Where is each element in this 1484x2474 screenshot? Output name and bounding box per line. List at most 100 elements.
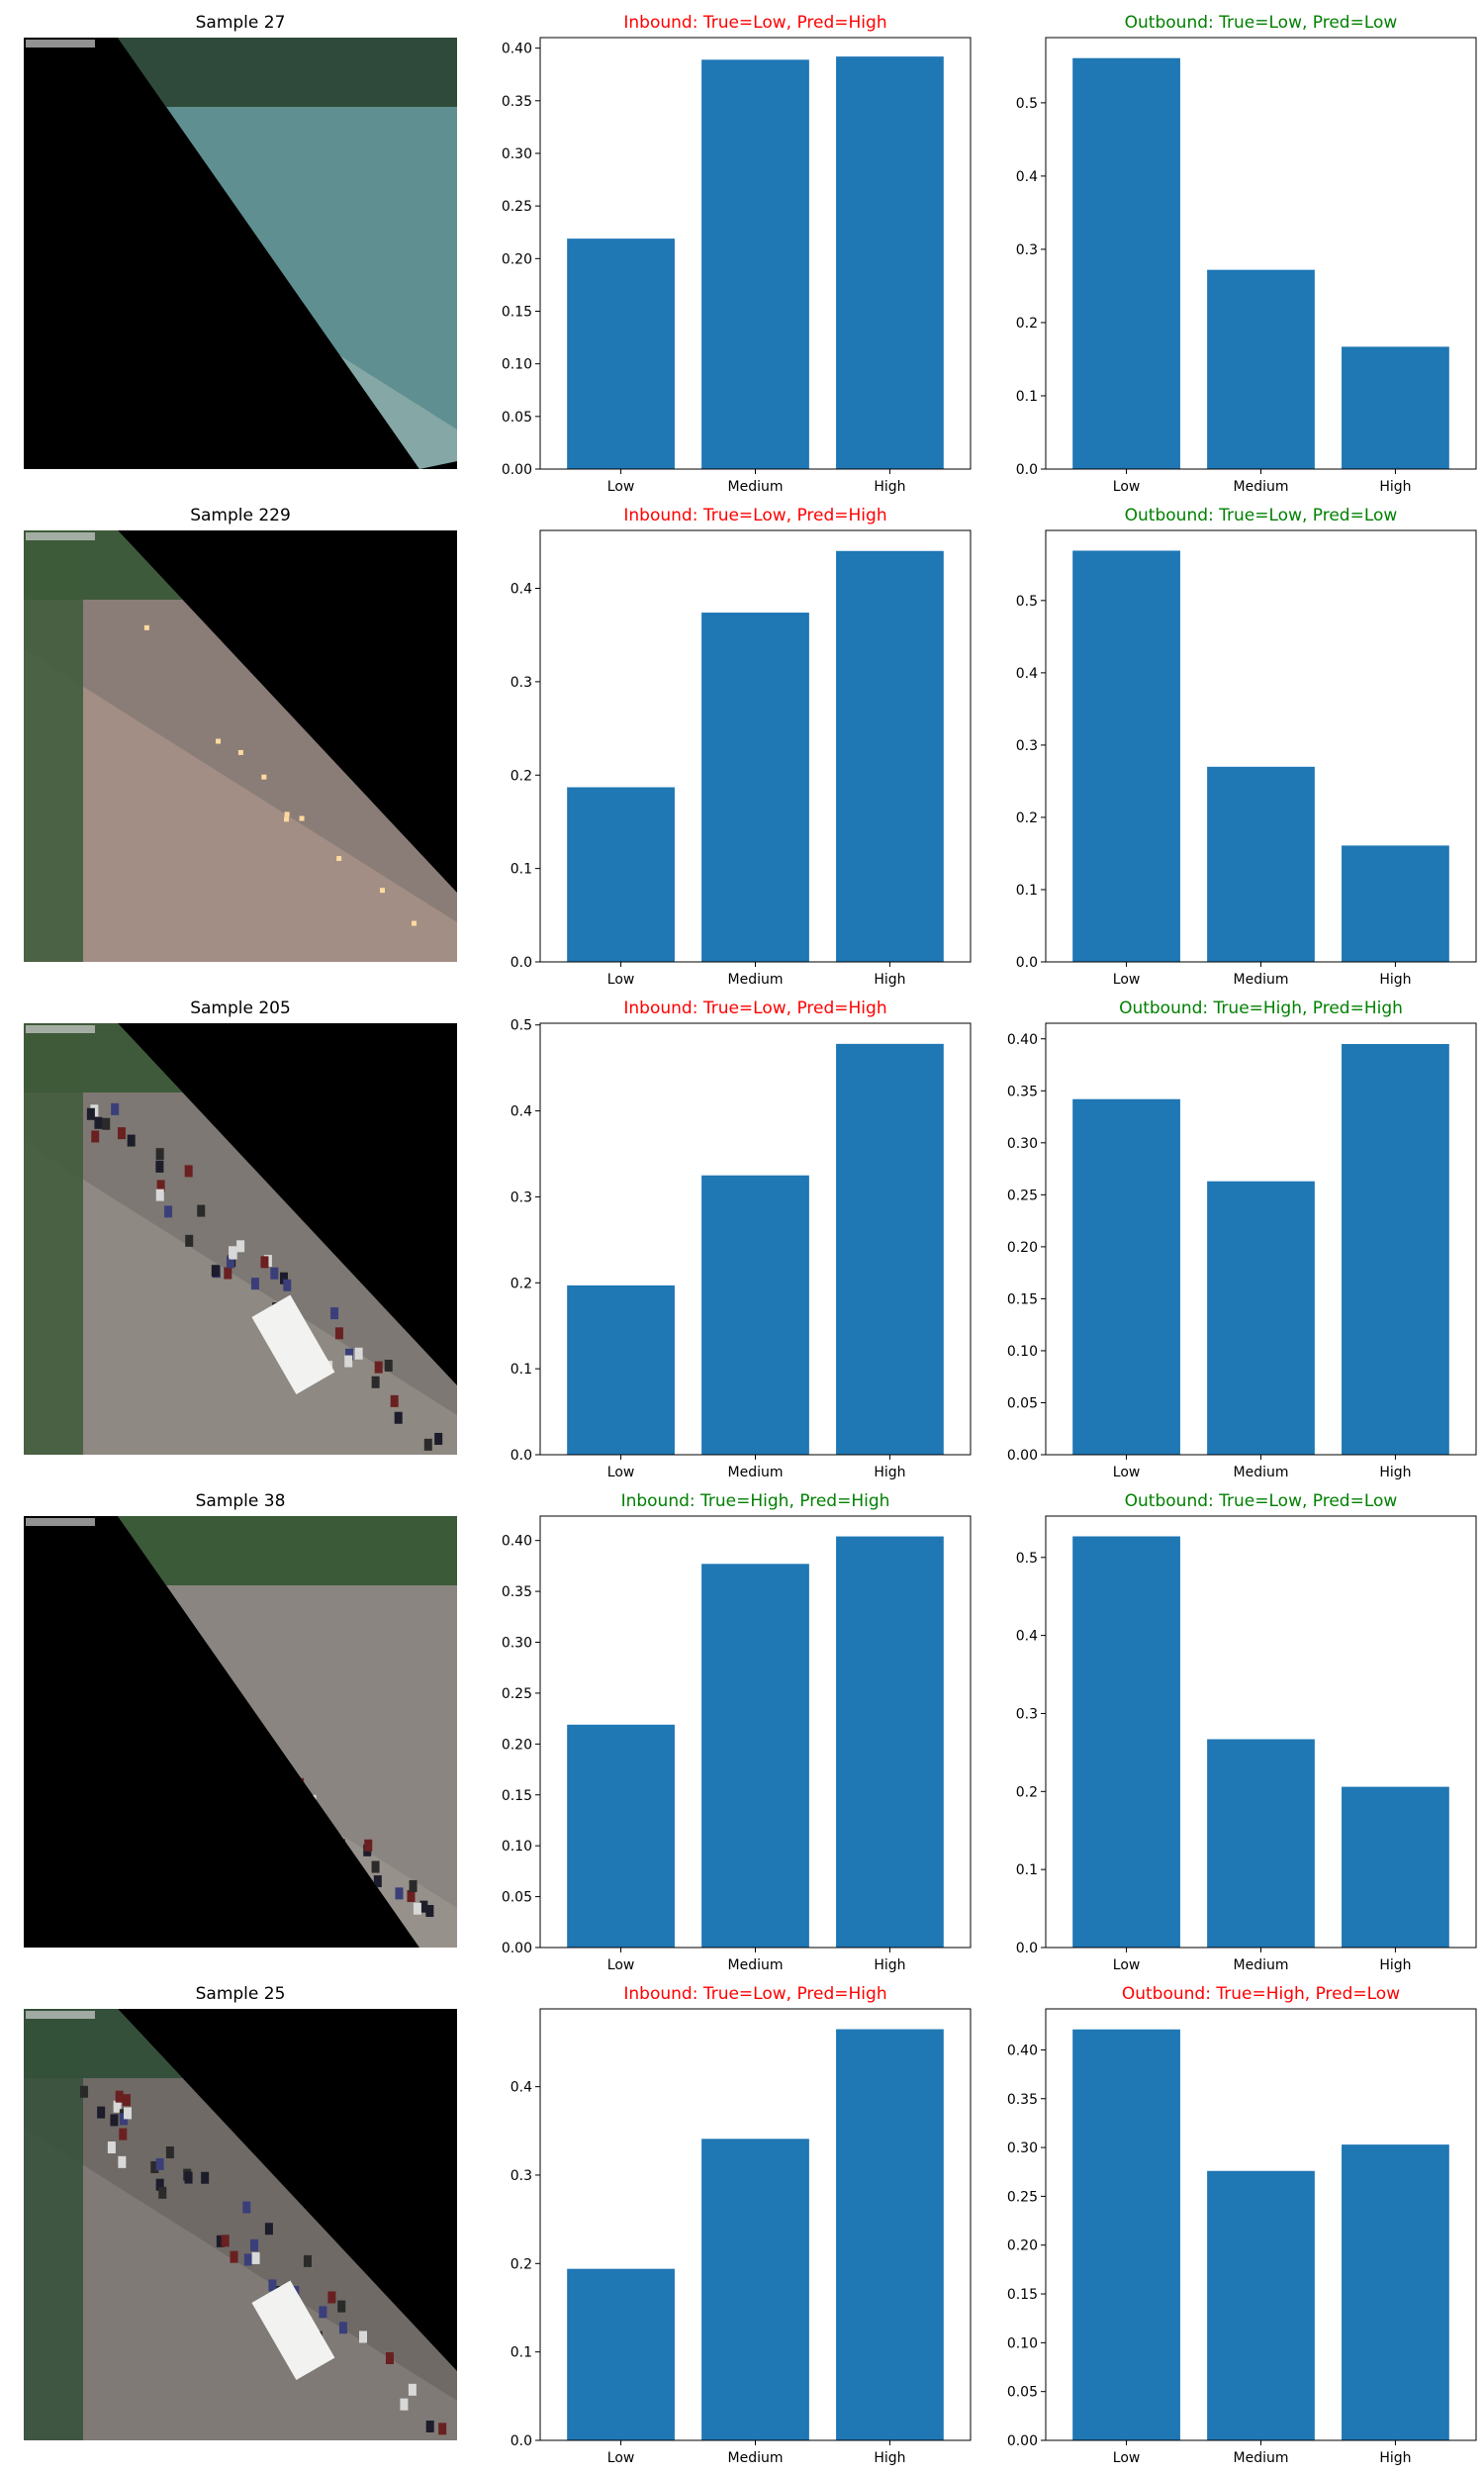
vehicle-mark bbox=[242, 2201, 251, 2214]
vehicle-mark bbox=[165, 2146, 174, 2159]
vehicle-mark bbox=[390, 1394, 399, 1407]
bar-high bbox=[1342, 845, 1449, 962]
x-tick-label: Low bbox=[607, 2450, 635, 2466]
bar-low bbox=[567, 238, 675, 469]
vehicle-mark bbox=[364, 1839, 373, 1852]
chart-title: Outbound: True=High, Pred=Low bbox=[1122, 1984, 1400, 2004]
camera-label-strip bbox=[26, 1025, 95, 1033]
camera-frame-image bbox=[24, 1023, 457, 1455]
bar-low bbox=[1072, 2029, 1180, 2440]
y-tick-label: 0.4 bbox=[1016, 1629, 1038, 1645]
vehicle-mark bbox=[264, 2223, 273, 2236]
vehicle-mark bbox=[107, 2141, 116, 2153]
x-tick-label: High bbox=[874, 479, 905, 495]
lane-area bbox=[24, 1142, 457, 1455]
vehicle-mark bbox=[407, 1890, 416, 1903]
vehicle-mark bbox=[268, 2279, 277, 2292]
y-tick-label: 0.25 bbox=[1007, 1188, 1038, 1203]
y-tick-label: 0.00 bbox=[502, 1941, 532, 1956]
x-tick-label: High bbox=[874, 1465, 905, 1480]
vehicle-mark bbox=[201, 2171, 210, 2184]
camera-label-strip bbox=[26, 532, 95, 540]
x-tick-label: Medium bbox=[1234, 479, 1289, 495]
y-tick-label: 0.5 bbox=[1016, 594, 1038, 610]
outbound-chart: Outbound: True=Low, Pred=Low 0.0 0.1 0.2 0.3… bbox=[1016, 506, 1477, 988]
vehicle-mark bbox=[344, 1355, 353, 1368]
sample-row: Sample 25 Inbound: True=Low, Pred=High 0.0… bbox=[24, 1984, 1477, 2466]
vehicle-mark bbox=[373, 1875, 382, 1888]
bar-low bbox=[567, 2268, 675, 2440]
outbound-chart: Outbound: True=Low, Pred=Low 0.0 0.1 0.2 0.3… bbox=[1016, 1491, 1477, 1973]
y-tick-label: 0.10 bbox=[502, 357, 532, 373]
vehicle-mark bbox=[425, 1905, 434, 1918]
tree-column bbox=[24, 2009, 83, 2440]
y-tick-label: 0.00 bbox=[1007, 1448, 1038, 1464]
tree-band bbox=[118, 38, 457, 107]
vehicle-mark bbox=[156, 1180, 165, 1192]
vehicle-mark bbox=[79, 2085, 88, 2098]
camera-label-strip bbox=[26, 2011, 95, 2019]
inbound-chart: Inbound: True=Low, Pred=High 0.0 0.1 0.2 0.3… bbox=[510, 506, 972, 988]
y-tick-label: 0.2 bbox=[1016, 316, 1038, 332]
vehicle-mark bbox=[359, 2331, 368, 2343]
vehicle-mark bbox=[354, 1347, 363, 1360]
chart-title: Outbound: True=Low, Pred=Low bbox=[1125, 506, 1398, 525]
bar-low bbox=[1072, 1098, 1180, 1455]
outbound-chart: Outbound: True=High, Pred=High 0.00 0.05 0.… bbox=[1007, 999, 1477, 1480]
bar-medium bbox=[701, 1564, 809, 1948]
sample-row: Sample 27 Inbound: True=Low, Pred=High 0.0… bbox=[24, 13, 1477, 495]
bar-high bbox=[1342, 346, 1449, 469]
vehicle-mark bbox=[330, 1307, 339, 1320]
vehicle-mark bbox=[229, 1246, 237, 1259]
vehicle-mark bbox=[197, 1204, 206, 1217]
y-tick-label: 0.4 bbox=[510, 582, 532, 598]
vehicle-mark bbox=[345, 1348, 354, 1361]
vehicle-mark bbox=[158, 2186, 167, 2199]
x-tick-label: Medium bbox=[728, 972, 784, 988]
x-tick-label: Medium bbox=[1234, 972, 1289, 988]
vehicle-mark bbox=[102, 1117, 111, 1130]
x-tick-label: Low bbox=[1113, 1465, 1141, 1480]
y-tick-label: 0.10 bbox=[1007, 1344, 1038, 1360]
vehicle-mark bbox=[409, 1879, 417, 1892]
bar-low bbox=[567, 1724, 675, 1948]
tree-column bbox=[24, 1023, 83, 1455]
y-tick-label: 0.40 bbox=[502, 42, 532, 57]
y-tick-label: 0.15 bbox=[502, 1788, 532, 1804]
camera-label-strip bbox=[26, 40, 95, 48]
x-tick-label: High bbox=[874, 1957, 905, 1973]
inbound-chart: Inbound: True=Low, Pred=High 0.00 0.05 0.10… bbox=[502, 13, 972, 495]
bar-low bbox=[1072, 550, 1180, 962]
x-tick-label: Medium bbox=[728, 1465, 784, 1480]
bar-low bbox=[567, 787, 675, 962]
x-tick-label: Medium bbox=[728, 1957, 784, 1973]
y-tick-label: 0.10 bbox=[502, 1839, 532, 1855]
y-tick-label: 0.3 bbox=[510, 2168, 532, 2184]
outbound-chart: Outbound: True=High, Pred=Low 0.00 0.05 0.1… bbox=[1007, 1984, 1477, 2466]
x-tick-label: Medium bbox=[728, 2450, 784, 2466]
vehicle-mark bbox=[185, 1234, 194, 1247]
y-tick-label: 0.15 bbox=[1007, 2287, 1038, 2303]
bar-high bbox=[1342, 2144, 1449, 2440]
vehicle-mark bbox=[211, 1265, 220, 1278]
y-tick-label: 0.1 bbox=[1016, 883, 1038, 899]
vehicle-mark bbox=[221, 2235, 230, 2247]
bar-high bbox=[836, 56, 944, 469]
vehicle-mark bbox=[184, 1165, 193, 1178]
x-tick-label: Medium bbox=[728, 479, 784, 495]
y-tick-label: 0.30 bbox=[502, 146, 532, 162]
sample-title: Sample 229 bbox=[190, 506, 291, 525]
vehicle-mark bbox=[150, 2160, 159, 2173]
y-tick-label: 0.2 bbox=[1016, 1784, 1038, 1800]
y-tick-label: 0.40 bbox=[1007, 2043, 1038, 2058]
chart-title: Inbound: True=Low, Pred=High bbox=[623, 999, 886, 1018]
x-tick-label: Low bbox=[607, 479, 635, 495]
chart-title: Inbound: True=Low, Pred=High bbox=[623, 13, 886, 33]
chart-title: Outbound: True=Low, Pred=Low bbox=[1125, 1491, 1398, 1511]
tree-band bbox=[118, 1516, 457, 1585]
vehicle-mark bbox=[230, 2250, 238, 2263]
vehicle-mark bbox=[115, 2090, 124, 2103]
bar-medium bbox=[1207, 1739, 1315, 1948]
vehicle-mark bbox=[327, 2291, 336, 2304]
